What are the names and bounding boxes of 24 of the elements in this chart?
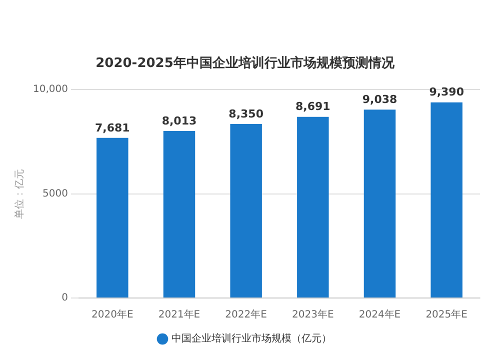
x-tick-label: 2022年E — [225, 308, 267, 321]
bar — [297, 116, 329, 298]
data-label: 9,038 — [362, 93, 398, 106]
bar — [163, 131, 196, 298]
chart-title: 2020-2025年中国企业培训行业市场规模预测情况 — [96, 55, 396, 72]
data-label: 8,691 — [296, 100, 330, 114]
data-label: 8,013 — [162, 114, 197, 128]
x-tick-label: 2024年E — [358, 308, 401, 321]
data-label: 8,350 — [228, 107, 264, 120]
y-tick-label: 0 — [62, 292, 68, 304]
bar — [364, 110, 396, 298]
x-tick-label: 2025年E — [426, 308, 468, 321]
bar — [230, 124, 262, 298]
data-label: 7,681 — [95, 121, 130, 134]
bar — [96, 138, 128, 298]
x-tick-label: 2021年E — [158, 308, 200, 321]
x-tick-label: 2020年E — [92, 308, 134, 321]
legend-label: 中国企业培训行业市场规模（亿元） — [172, 332, 332, 345]
bar — [430, 102, 462, 298]
x-tick-label: 2023年E — [292, 308, 334, 321]
y-tick-label: 5000 — [42, 188, 68, 200]
y-axis-title: 单位：亿元 — [14, 168, 26, 219]
y-tick-label: 10,000 — [32, 84, 68, 96]
data-label: 9,390 — [429, 86, 464, 99]
